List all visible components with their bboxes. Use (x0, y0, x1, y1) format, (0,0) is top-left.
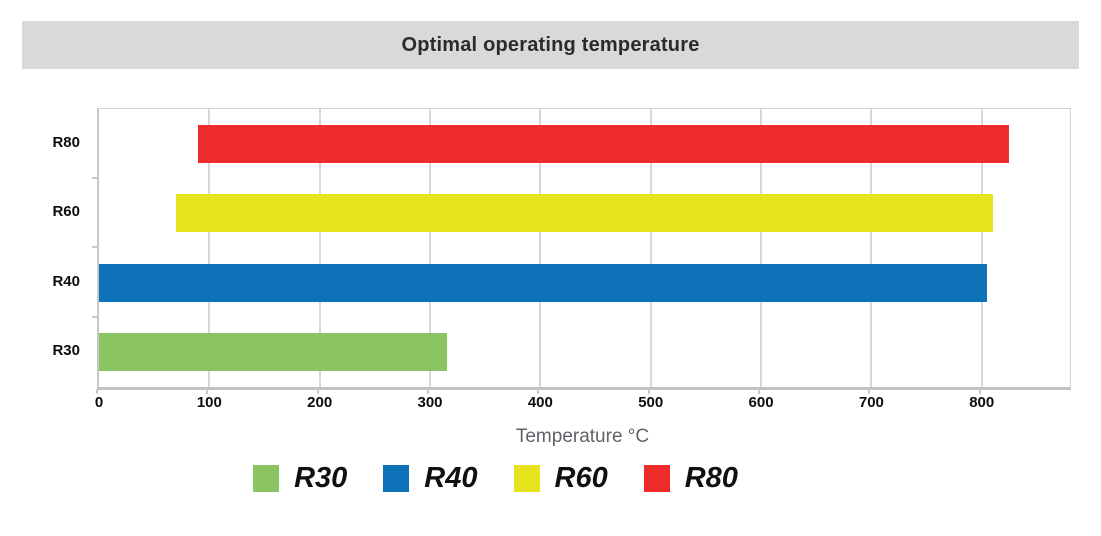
legend: R30 R40 R60 R80 (0, 462, 1101, 495)
x-axis-tick-label-0: 0 (94, 394, 104, 411)
x-axis-tick-200 (316, 389, 319, 394)
x-axis-tick-label-400: 400 (527, 394, 553, 411)
gridline-x-200 (318, 109, 321, 387)
x-axis-tick-label-100: 100 (196, 394, 222, 411)
bar-r80 (198, 124, 1010, 163)
x-axis-tick-label-300: 300 (417, 394, 443, 411)
bar-r60 (176, 194, 993, 233)
legend-item-r60: R60 (513, 462, 608, 495)
x-axis-tick-label-200: 200 (307, 394, 333, 411)
y-axis-tick (92, 176, 97, 179)
x-axis-tick-label-800: 800 (969, 394, 995, 411)
x-axis-tick-400 (537, 389, 540, 394)
chart-title-bar: Optimal operating temperature (22, 21, 1079, 69)
x-axis-tick-0 (96, 389, 98, 394)
x-axis-tick-label-700: 700 (858, 394, 884, 411)
x-axis-tick-100 (206, 389, 209, 394)
x-axis-tick-700 (868, 389, 871, 394)
x-axis-tick-300 (427, 389, 430, 394)
y-axis-label-r40: R40 (52, 272, 80, 290)
y-axis-tick (92, 246, 97, 248)
bar-r40 (99, 263, 988, 302)
x-axis-tick-600 (758, 389, 761, 394)
legend-swatch-r80 (643, 465, 670, 492)
gridline-x-400 (539, 109, 542, 387)
legend-swatch-r40 (383, 465, 410, 492)
legend-label-r60: R60 (554, 462, 608, 494)
x-axis-label: Temperature °C (515, 426, 650, 447)
gridline-x-700 (870, 109, 873, 387)
legend-label-r30: R30 (294, 462, 348, 494)
plot-area (97, 108, 1071, 390)
gridline-x-100 (208, 109, 211, 387)
chart-title: Optimal operating temperature (401, 33, 700, 56)
gridline-x-300 (429, 109, 432, 387)
y-axis-tick (92, 315, 97, 318)
legend-item-r40: R40 (383, 462, 478, 495)
bar-r30 (99, 333, 447, 372)
y-axis-label-r60: R60 (52, 203, 80, 221)
x-axis-tick-800 (978, 389, 981, 394)
legend-item-r30: R30 (253, 462, 347, 495)
x-axis-tick-label-500: 500 (638, 394, 664, 411)
gridline-x-800 (980, 109, 983, 387)
y-axis-label-r30: R30 (52, 342, 80, 360)
y-axis-label-r80: R80 (52, 133, 80, 151)
legend-label-r40: R40 (424, 462, 478, 494)
legend-swatch-r30 (253, 465, 280, 492)
legend-swatch-r60 (513, 465, 540, 492)
gridline-x-500 (649, 109, 652, 387)
x-axis-tick-500 (647, 389, 650, 394)
x-axis-tick-label-600: 600 (748, 394, 774, 411)
legend-label-r80: R80 (684, 462, 738, 494)
legend-item-r80: R80 (643, 462, 738, 495)
gridline-x-600 (760, 109, 763, 387)
